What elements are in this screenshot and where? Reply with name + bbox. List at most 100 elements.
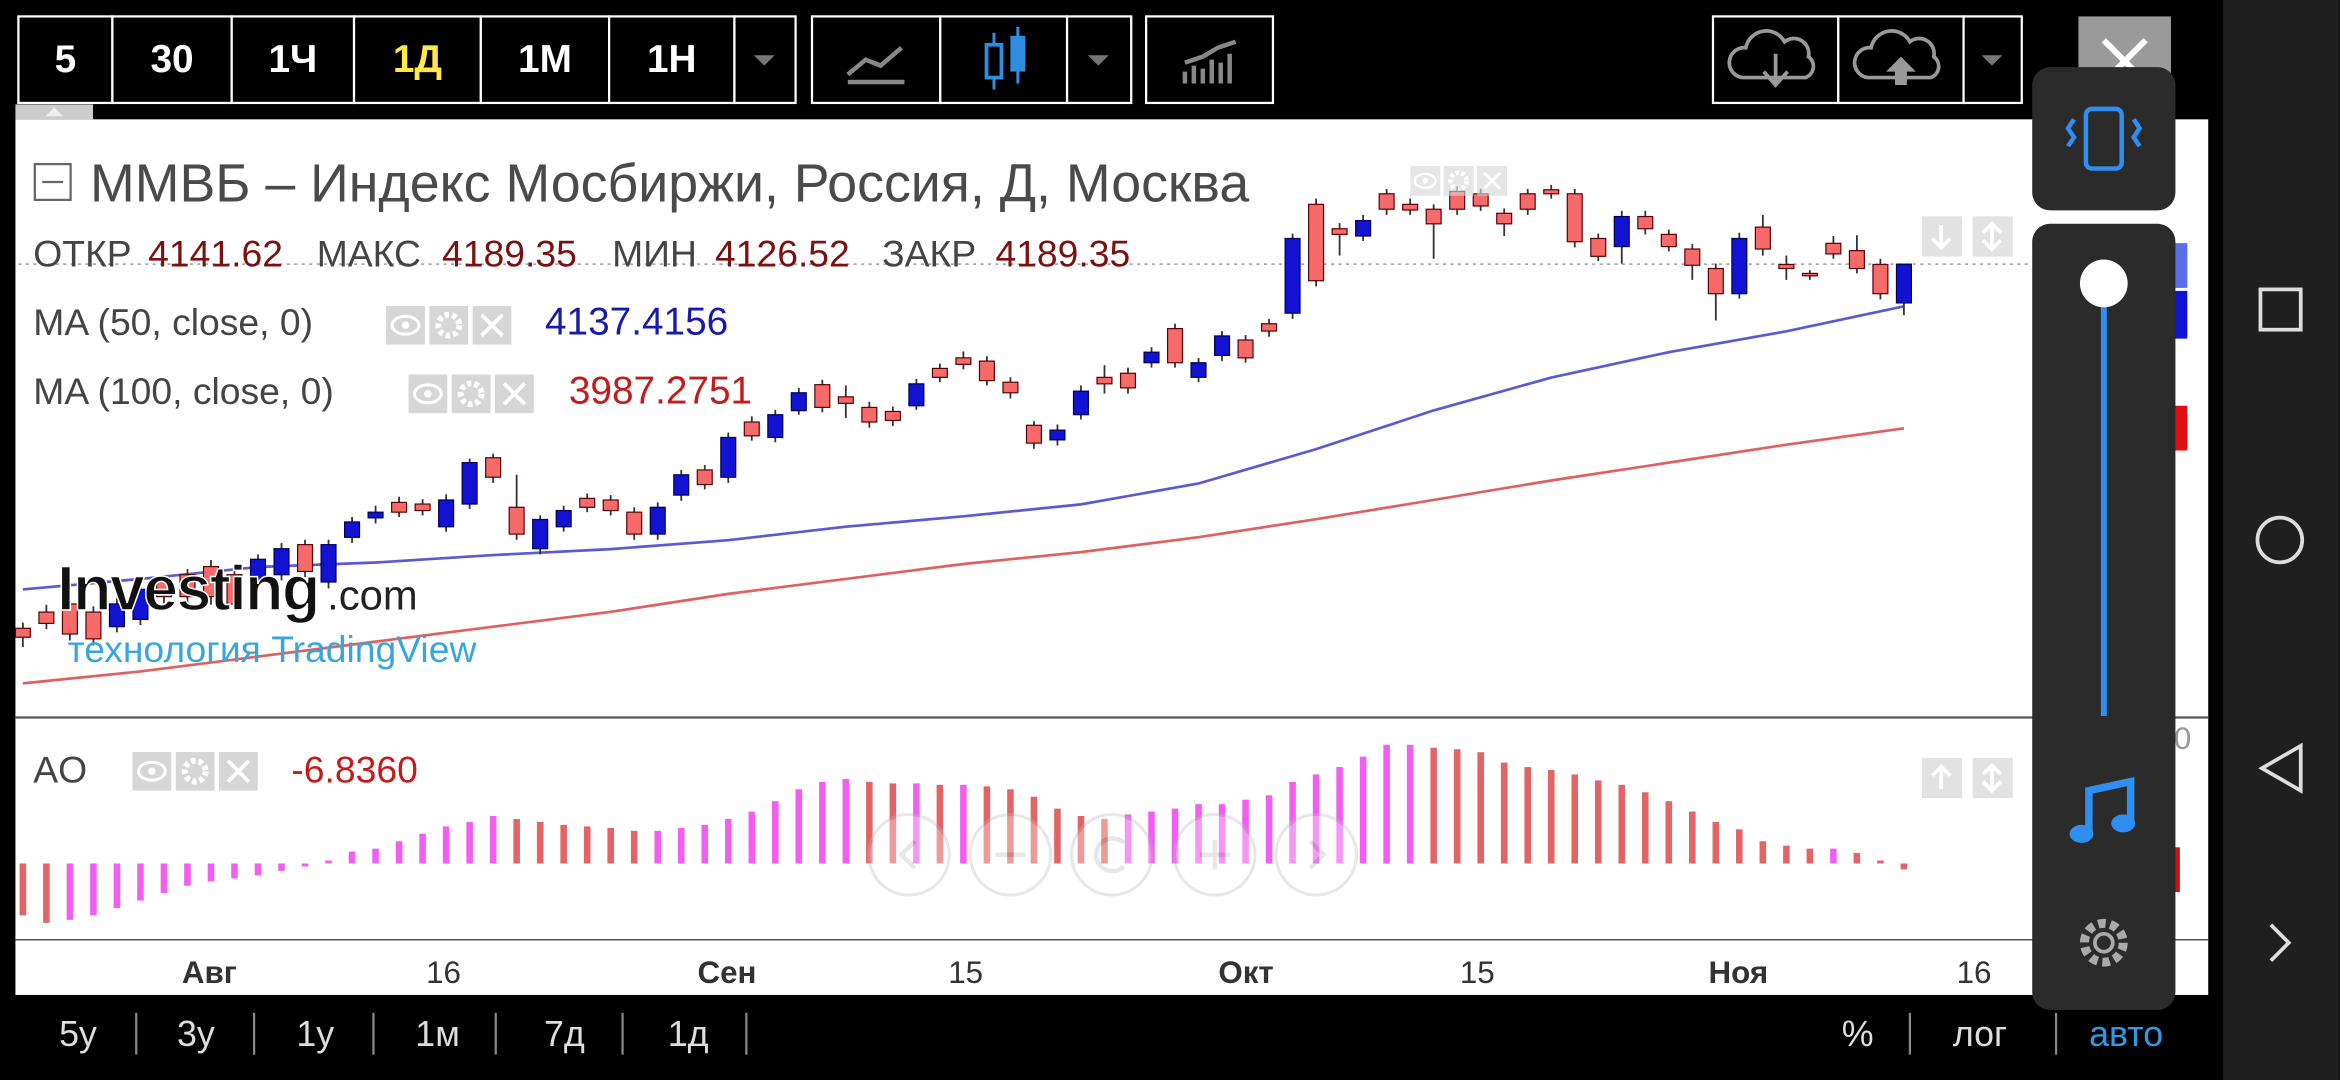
ao-bar: [442, 826, 450, 864]
ma50-icons[interactable]: [386, 306, 511, 345]
candle-body: [626, 511, 643, 535]
ao-bar: [1406, 744, 1414, 864]
watermark-brand: Investing: [57, 554, 319, 624]
candle-body: [1496, 212, 1513, 225]
candle-chart-button[interactable]: [939, 15, 1069, 105]
range-button[interactable]: 1y: [296, 1014, 334, 1054]
range-button[interactable]: 1д: [668, 1014, 709, 1054]
candle-body: [532, 518, 549, 550]
scale-mode-button[interactable]: авто: [2089, 1014, 2163, 1054]
interval-button[interactable]: [111, 15, 233, 105]
time-axis-label: 15: [948, 955, 983, 990]
interval-button[interactable]: [230, 15, 356, 105]
ao-bar: [913, 783, 920, 864]
range-button[interactable]: 5y: [59, 1014, 97, 1054]
vibrate-panel[interactable]: [2032, 67, 2176, 211]
ao-bar: [1641, 792, 1649, 864]
scroll-arrow: [45, 107, 64, 117]
candle-body: [1731, 237, 1748, 295]
ao-bar: [1712, 821, 1720, 864]
candle-body: [814, 384, 831, 408]
ao-bar: [1783, 845, 1790, 864]
line-chart-button[interactable]: [810, 15, 942, 105]
ao-bar: [1265, 795, 1273, 864]
candle-body: [1543, 189, 1560, 195]
ao-bar: [19, 863, 27, 916]
candle-body: [1331, 228, 1348, 235]
candle-body: [743, 421, 760, 437]
ohlc-value: 4189.35: [442, 233, 577, 275]
dropdown-arrow: [1087, 55, 1109, 66]
ao-bar: [1830, 848, 1837, 864]
zoom-out-button[interactable]: [968, 812, 1053, 897]
scroll-left-button[interactable]: [867, 812, 951, 897]
maximize-icon: [1981, 221, 2003, 252]
interval-button[interactable]: [607, 15, 736, 105]
time-axis-label: Окт: [1218, 955, 1273, 990]
chart-area: [15, 119, 2209, 995]
home-button[interactable]: [2255, 515, 2305, 565]
ao-bar: [724, 818, 732, 864]
indicator-value: 3987.2751: [569, 369, 752, 412]
time-axis-label: 16: [1957, 955, 1992, 990]
range-button[interactable]: 3y: [177, 1014, 215, 1054]
volume-knob[interactable]: [2079, 259, 2128, 308]
navigation-buttons: [867, 812, 1358, 897]
ao-bar: [654, 830, 662, 864]
music-icon-note: [2111, 814, 2136, 833]
interval-label: 5: [55, 38, 77, 81]
ao-icons[interactable]: [133, 752, 258, 791]
back-button[interactable]: [2258, 742, 2303, 794]
ao-bar: [1736, 829, 1743, 864]
ao-bar: [1453, 749, 1461, 864]
ao-bar: [1689, 811, 1696, 864]
ao-bar: [66, 863, 74, 920]
candle-body: [1143, 351, 1160, 364]
candle-body: [1378, 193, 1395, 210]
music-icon[interactable]: [2085, 777, 2135, 833]
range-button[interactable]: 1м: [415, 1014, 460, 1054]
ao-bar: [513, 818, 520, 864]
candle-body: [1284, 237, 1301, 314]
ao-bar: [1336, 767, 1343, 864]
ao-bar: [184, 863, 191, 886]
interval-button[interactable]: [17, 15, 114, 105]
ao-bar: [1218, 804, 1226, 864]
expand-button[interactable]: [2269, 923, 2292, 962]
scroll-right-button[interactable]: [1274, 812, 1358, 897]
candle-body: [132, 588, 149, 620]
zoom-in-button[interactable]: [1172, 812, 1257, 897]
reset-button[interactable]: [1070, 812, 1154, 897]
ma100-icons[interactable]: [408, 374, 533, 413]
ohlc-value: 4141.62: [148, 233, 283, 275]
indicator-label: MA (100, close, 0): [33, 370, 333, 412]
title-icons[interactable]: [1410, 166, 1507, 196]
interval-button[interactable]: [479, 15, 611, 105]
cloud-download-icon: [1727, 29, 1816, 80]
scale-mode-button[interactable]: %: [1842, 1014, 1874, 1054]
ao-bar: [748, 811, 756, 864]
ao-bar: [231, 863, 238, 879]
indicator-value: 4137.4156: [545, 301, 728, 344]
candle-body: [320, 544, 337, 583]
range-button[interactable]: 7д: [544, 1014, 585, 1054]
ao-bar: [254, 863, 262, 876]
download-arrow: [1762, 53, 1789, 88]
ao-bar: [372, 848, 379, 864]
ao-bar: [607, 827, 614, 864]
ao-bar: [1312, 774, 1320, 864]
candle-body: [61, 603, 78, 635]
interval-button[interactable]: [352, 15, 482, 105]
oscillator-label: AO: [33, 749, 87, 791]
ao-bar: [795, 789, 803, 864]
scale-mode-button[interactable]: лог: [1953, 1014, 2007, 1054]
recents-button[interactable]: [2258, 287, 2303, 332]
settings-icon[interactable]: [2079, 918, 2128, 967]
ao-bar: [701, 824, 709, 864]
collapse-button[interactable]: [33, 162, 72, 202]
ao-bar: [325, 860, 332, 864]
candle-body: [1637, 215, 1654, 230]
system-nav-bar: [2223, 0, 2340, 1080]
candle-body: [1261, 323, 1278, 332]
